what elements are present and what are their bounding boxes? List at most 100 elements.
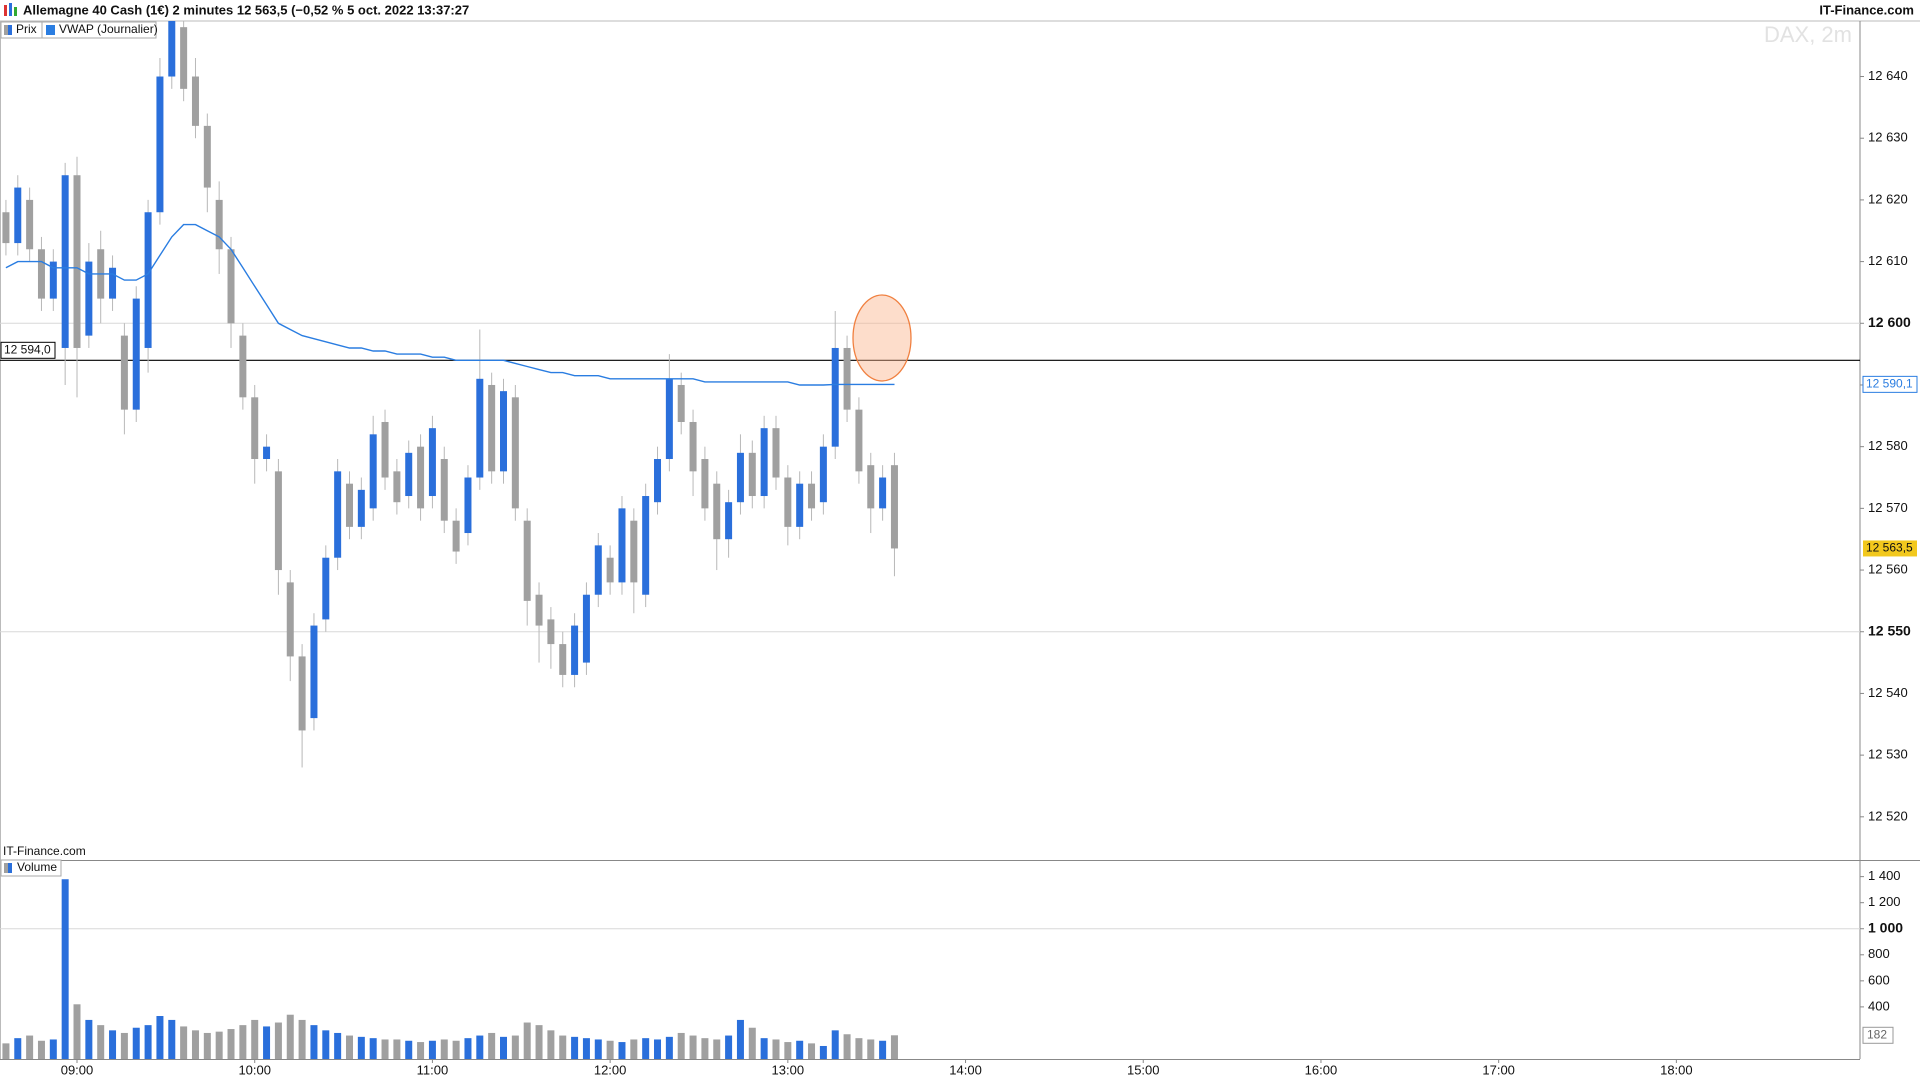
candle-body xyxy=(867,465,875,509)
legend-swatch xyxy=(8,25,12,35)
volume-bar xyxy=(215,1031,223,1059)
price-marks xyxy=(2,21,898,768)
volume-bar xyxy=(357,1036,365,1059)
volume-bar xyxy=(500,1036,508,1059)
volume-bar xyxy=(772,1039,780,1059)
volume-bar xyxy=(630,1039,638,1059)
candle-body xyxy=(2,212,10,244)
volume-bar xyxy=(488,1032,496,1059)
y-tick-label: 12 520 xyxy=(1868,808,1908,823)
chart-title: Allemagne 40 Cash (1€) 2 minutes 12 563,… xyxy=(23,2,469,17)
candle-body xyxy=(713,483,721,540)
candle-body xyxy=(594,545,602,595)
candle-body xyxy=(417,446,425,509)
candle-body xyxy=(618,508,626,583)
candle-body xyxy=(677,384,685,422)
volume-bar xyxy=(227,1029,235,1059)
candle-body xyxy=(725,502,733,540)
volume-bar xyxy=(808,1043,816,1059)
candle-body xyxy=(689,421,697,472)
candle-body xyxy=(843,347,851,410)
volume-bar xyxy=(713,1039,721,1059)
volume-bar xyxy=(2,1043,10,1059)
candle-body xyxy=(132,298,140,410)
volume-bar xyxy=(369,1038,377,1059)
candle-body xyxy=(547,619,555,645)
candle-body xyxy=(37,249,45,299)
legend-label: VWAP (Journalier) xyxy=(59,22,158,36)
volume-bar xyxy=(701,1038,709,1059)
candle-body xyxy=(85,261,93,336)
volume-bar xyxy=(843,1034,851,1059)
candle-body xyxy=(120,335,128,410)
candle-body xyxy=(665,378,673,460)
x-tick-label: 13:00 xyxy=(772,1062,805,1077)
candle-body xyxy=(357,489,365,527)
y-tick-label: 12 570 xyxy=(1868,500,1908,515)
vwap-label: 12 590,1 xyxy=(1866,377,1913,391)
y-tick-label: 12 600 xyxy=(1868,314,1911,330)
candle-body xyxy=(334,471,342,558)
volume-bar xyxy=(274,1022,282,1059)
header-icon xyxy=(4,3,17,16)
volume-bar xyxy=(49,1039,57,1059)
candle-body xyxy=(440,459,448,521)
candle-body xyxy=(61,175,69,348)
volume-bar xyxy=(440,1039,448,1059)
y-tick-label: 12 580 xyxy=(1868,438,1908,453)
credit: IT-Finance.com xyxy=(3,844,86,858)
candle-body xyxy=(144,212,152,348)
candle-body xyxy=(263,446,271,460)
candle-body xyxy=(748,452,756,497)
x-tick-label: 16:00 xyxy=(1305,1062,1338,1077)
hline-label-box xyxy=(0,341,56,359)
candle-body xyxy=(488,384,496,472)
y-tick-label: 12 540 xyxy=(1868,685,1908,700)
volume-bar xyxy=(523,1022,531,1059)
volume-bar xyxy=(73,1004,81,1059)
vwap-line xyxy=(5,223,895,386)
legend-label: Volume xyxy=(17,860,57,874)
legend-swatch xyxy=(46,25,55,35)
candle-body xyxy=(654,459,662,503)
volume-bar xyxy=(535,1025,543,1059)
y-tick-label: 1 000 xyxy=(1868,919,1903,935)
legend-box xyxy=(0,859,62,877)
candle-body xyxy=(476,378,484,478)
volume-bar xyxy=(594,1039,602,1059)
candle-body xyxy=(571,625,579,675)
volume-bar xyxy=(879,1040,887,1059)
y-tick-label: 400 xyxy=(1868,998,1890,1013)
y-tick-label: 1 400 xyxy=(1868,868,1901,883)
candle-body xyxy=(310,625,318,719)
volume-bar xyxy=(428,1040,436,1059)
volume-bar xyxy=(748,1027,756,1059)
y-tick-label: 12 550 xyxy=(1868,622,1911,638)
volume-bar xyxy=(819,1045,827,1059)
volume-bar xyxy=(677,1032,685,1059)
volume-bar xyxy=(511,1035,519,1059)
volume-bar xyxy=(867,1039,875,1059)
volume-bar xyxy=(120,1032,128,1059)
candle-body xyxy=(109,267,117,299)
candle-body xyxy=(381,421,389,478)
highlight-ellipse xyxy=(852,294,912,382)
y-tick-label: 800 xyxy=(1868,946,1890,961)
candle-body xyxy=(535,594,543,626)
x-tick-label: 11:00 xyxy=(417,1062,449,1077)
candle-body xyxy=(215,199,223,250)
volume-bar xyxy=(606,1040,614,1059)
candle-body xyxy=(168,21,176,77)
candle-body xyxy=(760,428,768,497)
volume-bar xyxy=(168,1019,176,1059)
candle-body xyxy=(369,434,377,509)
y-tick-label: 12 610 xyxy=(1868,253,1908,268)
volume-bar xyxy=(784,1042,792,1059)
legend-swatch xyxy=(8,863,12,873)
legend: Prix VWAP (Journalier) Volume xyxy=(0,21,158,877)
volume-bar xyxy=(476,1035,484,1059)
candle-body xyxy=(511,397,519,509)
volume-bar xyxy=(559,1035,567,1059)
volume-bar xyxy=(334,1032,342,1059)
